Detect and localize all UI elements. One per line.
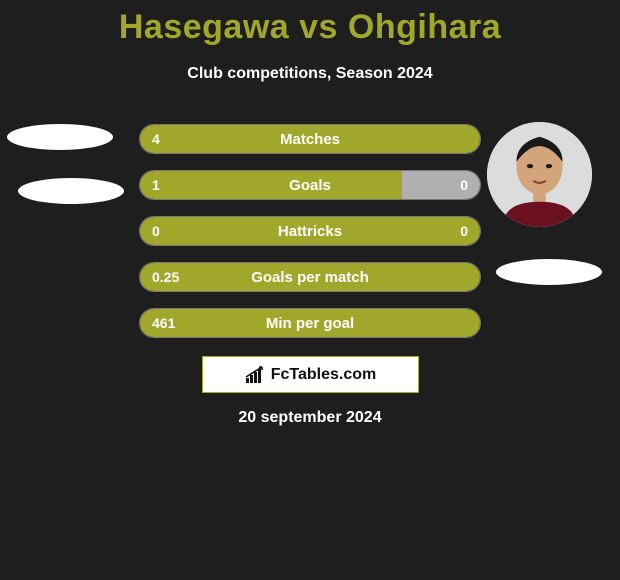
bar-row: 4Matches (139, 124, 481, 154)
bar-label: Goals (140, 171, 480, 199)
date-text: 20 september 2024 (0, 409, 620, 427)
avatar-right-oval-1 (496, 259, 602, 285)
avatar-left-oval-1 (7, 124, 113, 150)
comparison-bars: 4Matches1Goals00Hattricks00.25Goals per … (139, 124, 481, 354)
bar-value-right: 0 (460, 217, 468, 245)
bar-row: 0.25Goals per match (139, 262, 481, 292)
avatar-right (487, 122, 592, 227)
bar-label: Matches (140, 125, 480, 153)
player-portrait-icon (487, 122, 592, 227)
subtitle: Club competitions, Season 2024 (0, 65, 620, 83)
bar-label: Hattricks (140, 217, 480, 245)
bar-row: 0Hattricks0 (139, 216, 481, 246)
bar-label: Goals per match (140, 263, 480, 291)
avatar-left-oval-2 (18, 178, 124, 204)
brand-text: FcTables.com (271, 366, 377, 384)
page-title: Hasegawa vs Ohgihara (0, 0, 620, 47)
bar-label: Min per goal (140, 309, 480, 337)
bar-row: 1Goals0 (139, 170, 481, 200)
bar-row: 461Min per goal (139, 308, 481, 338)
bar-value-right: 0 (460, 171, 468, 199)
brand-box: FcTables.com (202, 356, 419, 393)
bar-chart-icon (245, 366, 267, 384)
